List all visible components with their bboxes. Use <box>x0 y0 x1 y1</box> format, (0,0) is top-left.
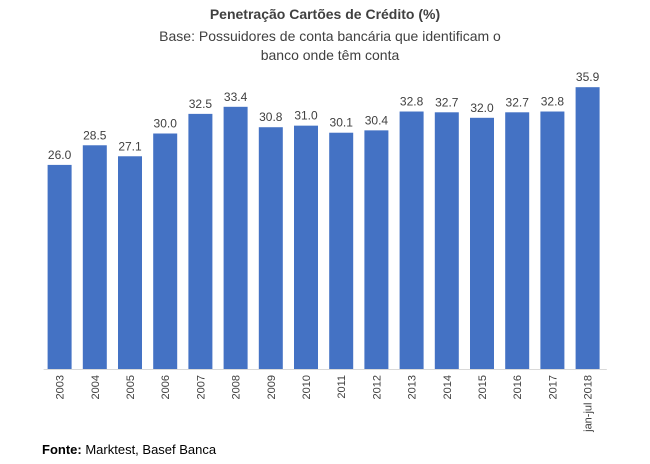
data-label: 32.0 <box>470 101 494 115</box>
bar <box>258 127 283 369</box>
data-label: 30.8 <box>259 110 283 124</box>
bar <box>575 87 600 369</box>
chart-title: Penetração Cartões de Crédito (%) <box>209 6 441 22</box>
data-label: 32.8 <box>541 95 565 109</box>
source-label: Fonte: <box>42 442 82 457</box>
x-tick-label: 2006 <box>160 375 172 399</box>
bar <box>47 164 72 369</box>
x-tick-label: 2014 <box>442 375 454 399</box>
x-tick-label: 2009 <box>266 375 278 399</box>
bar <box>540 111 565 370</box>
bar <box>82 145 107 369</box>
data-label: 31.0 <box>294 109 318 123</box>
data-label: 32.8 <box>400 95 424 109</box>
x-tick-label: 2008 <box>231 375 243 399</box>
bar <box>505 112 530 370</box>
x-tick-label: 2015 <box>477 375 489 399</box>
chart-subtitle: Base: Possuidores de conta bancária que … <box>159 28 501 63</box>
data-label: 33.4 <box>224 90 248 104</box>
x-tick-label: 2012 <box>371 375 383 399</box>
x-tick-label: 2016 <box>512 375 524 399</box>
bar <box>223 106 248 369</box>
x-tick-label: 2005 <box>125 375 137 399</box>
x-tick-label: 2010 <box>301 375 313 399</box>
data-label: 30.4 <box>365 113 389 127</box>
x-tick-label: 2013 <box>407 375 419 399</box>
bar <box>470 117 494 369</box>
x-tick-label: 2017 <box>547 375 559 399</box>
x-tick-label: 2004 <box>90 375 102 399</box>
data-label: 32.7 <box>506 95 530 109</box>
x-tick-label: 2003 <box>55 375 67 399</box>
bar <box>364 130 389 369</box>
bar <box>399 111 424 370</box>
x-tick-label: 2007 <box>195 375 207 399</box>
data-label: 30.0 <box>154 117 178 131</box>
data-label: 32.5 <box>189 97 213 111</box>
source-note: Fonte: Marktest, Basef Banca <box>42 442 216 457</box>
data-label: 26.0 <box>48 148 72 162</box>
x-tick-label: jan-jul 2018 <box>583 375 595 433</box>
data-label: 28.5 <box>83 128 107 142</box>
data-label: 30.1 <box>330 116 354 130</box>
bar <box>434 112 459 370</box>
bar <box>329 132 354 369</box>
data-label: 27.1 <box>118 139 142 153</box>
bar <box>153 133 178 369</box>
bar <box>294 125 318 370</box>
bar <box>188 113 213 369</box>
data-label: 32.7 <box>435 95 459 109</box>
bar <box>118 156 142 369</box>
data-label: 35.9 <box>576 70 600 84</box>
source-text: Marktest, Basef Banca <box>85 442 217 457</box>
x-tick-label: 2011 <box>336 375 348 399</box>
